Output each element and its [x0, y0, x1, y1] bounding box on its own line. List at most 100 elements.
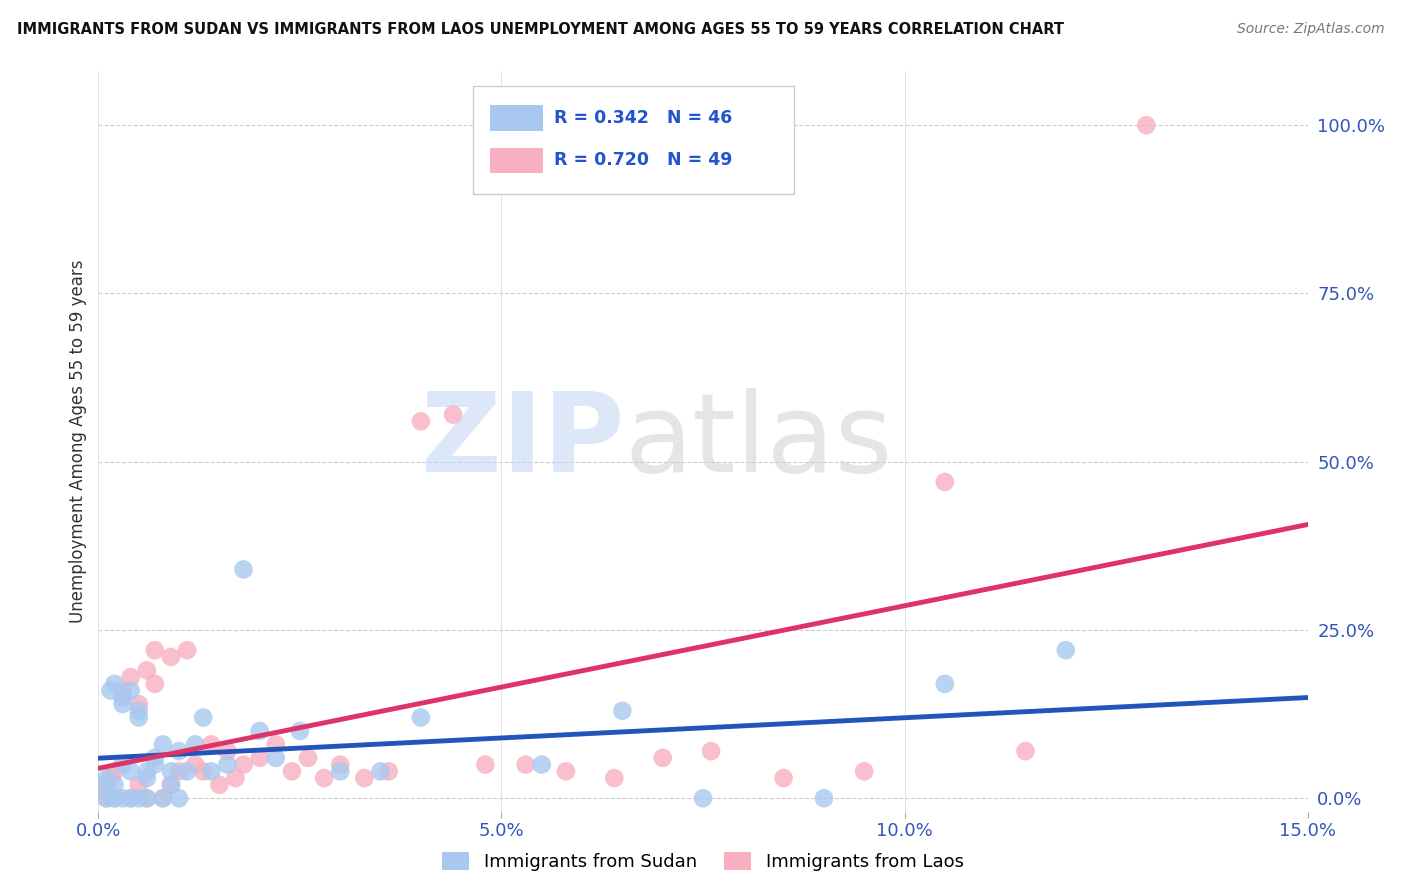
Point — [91, 784, 114, 798]
Point — [111, 690, 134, 705]
Point — [160, 764, 183, 779]
Point — [91, 778, 114, 792]
Point — [853, 764, 876, 779]
Point — [152, 791, 174, 805]
Point — [555, 764, 578, 779]
Point — [111, 697, 134, 711]
Point — [530, 757, 553, 772]
Point — [100, 683, 122, 698]
Point — [135, 791, 157, 805]
Point — [377, 764, 399, 779]
Point — [409, 414, 432, 428]
Point — [288, 723, 311, 738]
Point — [128, 791, 150, 805]
Point — [143, 643, 166, 657]
Point — [167, 791, 190, 805]
Point — [111, 791, 134, 805]
Point — [152, 738, 174, 752]
Point — [692, 791, 714, 805]
Text: IMMIGRANTS FROM SUDAN VS IMMIGRANTS FROM LAOS UNEMPLOYMENT AMONG AGES 55 TO 59 Y: IMMIGRANTS FROM SUDAN VS IMMIGRANTS FROM… — [17, 22, 1064, 37]
Point — [111, 690, 134, 705]
Point — [128, 778, 150, 792]
Point — [111, 683, 134, 698]
Point — [176, 764, 198, 779]
Point — [111, 757, 134, 772]
Point — [249, 723, 271, 738]
Point — [100, 771, 122, 785]
Text: ZIP: ZIP — [420, 388, 624, 495]
Point — [152, 791, 174, 805]
Point — [143, 677, 166, 691]
Point — [128, 704, 150, 718]
Point — [700, 744, 723, 758]
Point — [370, 764, 392, 779]
Y-axis label: Unemployment Among Ages 55 to 59 years: Unemployment Among Ages 55 to 59 years — [69, 260, 87, 624]
Point — [135, 764, 157, 779]
Point — [297, 751, 319, 765]
Point — [120, 670, 142, 684]
Text: atlas: atlas — [624, 388, 893, 495]
Point — [184, 738, 207, 752]
Point — [167, 764, 190, 779]
Point — [232, 757, 254, 772]
Point — [249, 751, 271, 765]
Point — [103, 677, 125, 691]
Point — [651, 751, 673, 765]
Point — [474, 757, 496, 772]
Point — [160, 649, 183, 664]
Point — [232, 562, 254, 576]
Point — [96, 771, 118, 785]
FancyBboxPatch shape — [491, 105, 543, 130]
Point — [603, 771, 626, 785]
Point — [515, 757, 537, 772]
Point — [143, 757, 166, 772]
Point — [103, 791, 125, 805]
Point — [441, 408, 464, 422]
Point — [176, 643, 198, 657]
Point — [120, 683, 142, 698]
Point — [409, 710, 432, 724]
Point — [281, 764, 304, 779]
Point — [135, 791, 157, 805]
Point — [135, 664, 157, 678]
Point — [314, 771, 336, 785]
Point — [96, 791, 118, 805]
FancyBboxPatch shape — [491, 147, 543, 173]
Point — [217, 757, 239, 772]
Point — [217, 744, 239, 758]
Point — [1135, 118, 1157, 132]
Point — [813, 791, 835, 805]
Point — [264, 751, 287, 765]
Point — [224, 771, 246, 785]
Point — [934, 677, 956, 691]
Point — [120, 791, 142, 805]
Point — [353, 771, 375, 785]
Point — [772, 771, 794, 785]
Point — [184, 757, 207, 772]
Point — [934, 475, 956, 489]
Point — [120, 791, 142, 805]
Text: R = 0.342   N = 46: R = 0.342 N = 46 — [554, 109, 733, 127]
Point — [612, 704, 634, 718]
Point — [329, 764, 352, 779]
Point — [200, 764, 222, 779]
FancyBboxPatch shape — [474, 87, 793, 194]
Point — [193, 710, 215, 724]
Point — [103, 764, 125, 779]
Text: Source: ZipAtlas.com: Source: ZipAtlas.com — [1237, 22, 1385, 37]
Point — [103, 778, 125, 792]
Point — [103, 791, 125, 805]
Point — [193, 764, 215, 779]
Text: R = 0.720   N = 49: R = 0.720 N = 49 — [554, 152, 733, 169]
Point — [135, 771, 157, 785]
Point — [1054, 643, 1077, 657]
Point — [200, 738, 222, 752]
Point — [120, 764, 142, 779]
Point — [167, 744, 190, 758]
Legend: Immigrants from Sudan, Immigrants from Laos: Immigrants from Sudan, Immigrants from L… — [434, 845, 972, 879]
Point — [96, 778, 118, 792]
Point — [143, 751, 166, 765]
Point — [128, 697, 150, 711]
Point — [329, 757, 352, 772]
Point — [208, 778, 231, 792]
